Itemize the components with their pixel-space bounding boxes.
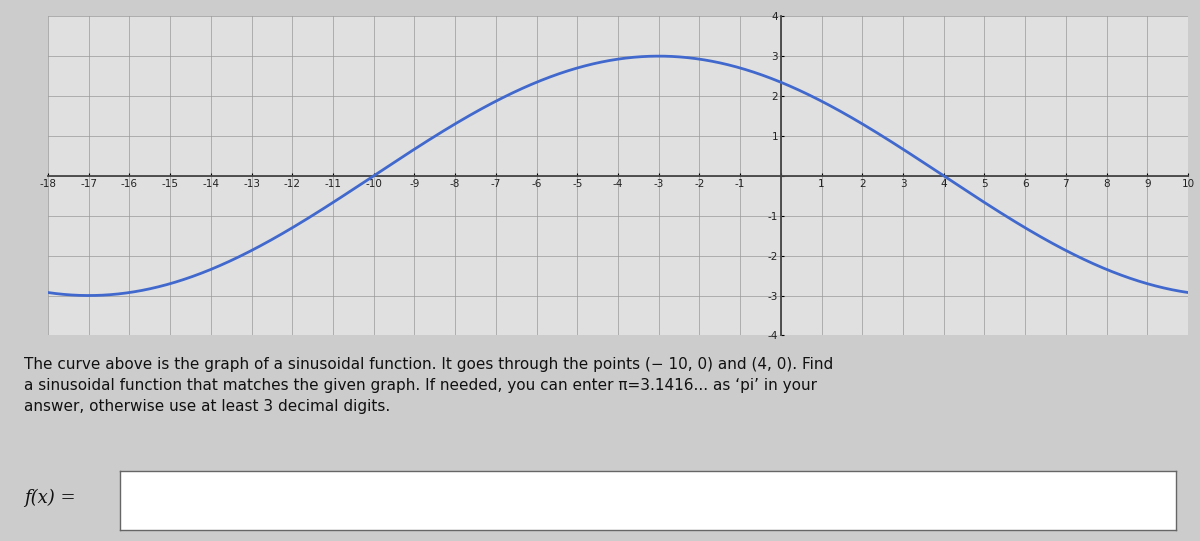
Text: The curve above is the graph of a sinusoidal function. It goes through the point: The curve above is the graph of a sinuso… bbox=[24, 357, 833, 414]
Text: f(x) =: f(x) = bbox=[24, 489, 76, 507]
